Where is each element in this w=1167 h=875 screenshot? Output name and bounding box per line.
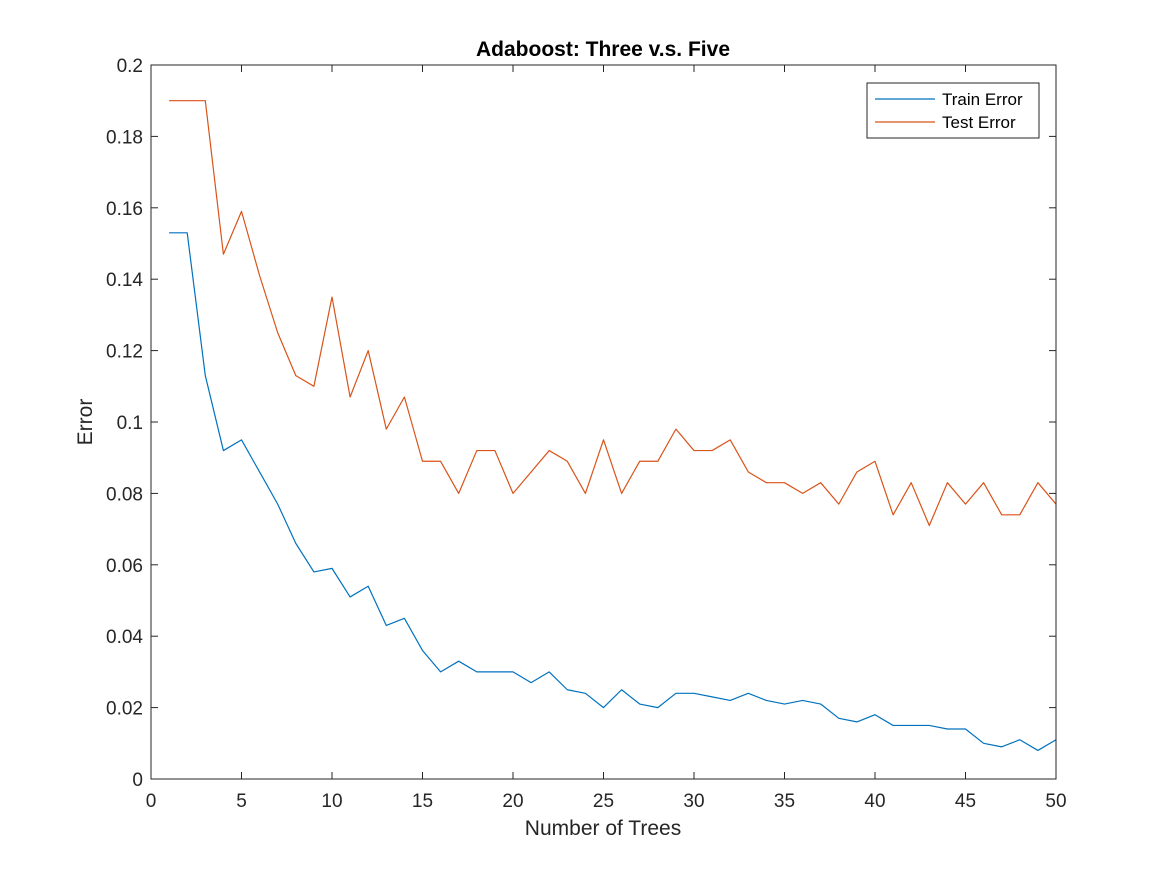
x-tick-label: 20 [502, 791, 523, 812]
series-line-train-error [169, 232, 1057, 752]
y-tick-label: 0.14 [106, 270, 143, 291]
y-tick-label: 0.08 [106, 484, 143, 505]
x-tick-label: 10 [321, 791, 342, 812]
x-tick-label: 40 [864, 791, 885, 812]
legend-box [866, 82, 1040, 139]
y-tick-label: 0.18 [106, 127, 143, 148]
y-axis-title: Error [74, 399, 97, 446]
x-tick-label: 5 [236, 791, 247, 812]
y-tick-label: 0.16 [106, 199, 143, 220]
y-tick-label: 0.04 [106, 627, 143, 648]
legend-label-train-error: Train Error [942, 90, 1023, 109]
chart-title: Adaboost: Three v.s. Five [476, 38, 730, 61]
plot-area [151, 65, 1056, 779]
x-tick-label: 50 [1045, 791, 1066, 812]
legend-label-test-error: Test Error [942, 113, 1016, 132]
x-axis-title: Number of Trees [525, 817, 681, 840]
y-tick-label: 0 [132, 770, 143, 791]
y-tick-label: 0.06 [106, 556, 143, 577]
y-tick-label: 0.1 [117, 413, 143, 434]
y-tick-label: 0.2 [117, 56, 143, 77]
x-tick-label: 0 [146, 791, 157, 812]
series-line-test-error [169, 100, 1057, 527]
y-tick-label: 0.02 [106, 699, 143, 720]
legend: Train Error Test Error [866, 82, 1040, 139]
x-tick-label: 25 [593, 791, 614, 812]
y-tick-label: 0.12 [106, 342, 143, 363]
ticks-layer: 0 5 10 15 20 25 30 35 40 45 50 0 0.02 0.04 0.06 0.08 0.1… [106, 56, 1067, 812]
series-layer [169, 100, 1057, 752]
x-tick-label: 45 [955, 791, 976, 812]
x-tick-label: 35 [774, 791, 795, 812]
x-tick-label: 15 [412, 791, 433, 812]
x-tick-label: 30 [683, 791, 704, 812]
